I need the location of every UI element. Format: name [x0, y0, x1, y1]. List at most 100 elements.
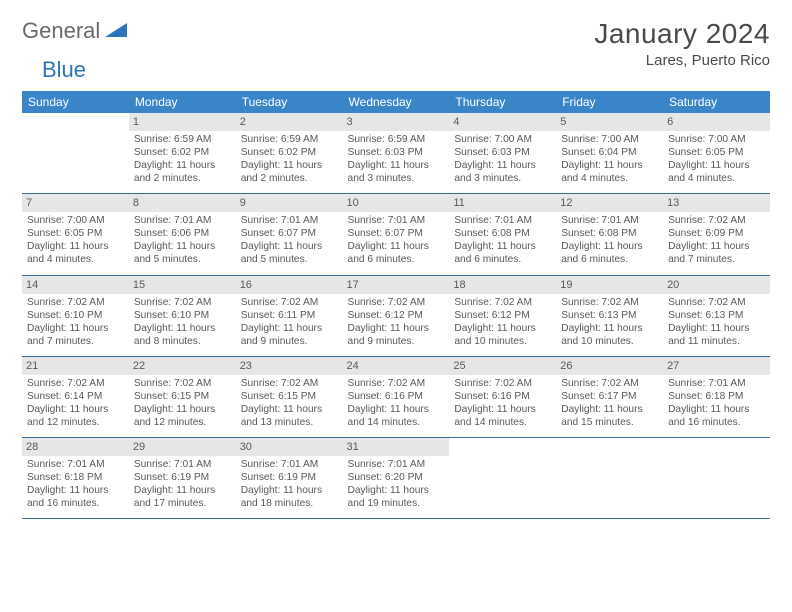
day-number: 6 — [663, 113, 770, 131]
sunrise-text: Sunrise: 7:02 AM — [668, 214, 765, 227]
day-cell: 12Sunrise: 7:01 AMSunset: 6:08 PMDayligh… — [556, 194, 663, 275]
daylight-text: and 12 minutes. — [27, 416, 124, 429]
daylight-text: and 14 minutes. — [454, 416, 551, 429]
sunset-text: Sunset: 6:13 PM — [561, 309, 658, 322]
day-number: 17 — [343, 276, 450, 294]
sunset-text: Sunset: 6:12 PM — [454, 309, 551, 322]
sunset-text: Sunset: 6:07 PM — [241, 227, 338, 240]
daylight-text: Daylight: 11 hours — [134, 322, 231, 335]
day-cell: 24Sunrise: 7:02 AMSunset: 6:16 PMDayligh… — [343, 356, 450, 437]
sunrise-text: Sunrise: 7:01 AM — [348, 214, 445, 227]
sunset-text: Sunset: 6:16 PM — [348, 390, 445, 403]
day-number: 30 — [236, 438, 343, 456]
sunset-text: Sunset: 6:02 PM — [134, 146, 231, 159]
day-cell: 11Sunrise: 7:01 AMSunset: 6:08 PMDayligh… — [449, 194, 556, 275]
daylight-text: Daylight: 11 hours — [561, 403, 658, 416]
daylight-text: and 16 minutes. — [668, 416, 765, 429]
sunrise-text: Sunrise: 7:01 AM — [241, 214, 338, 227]
daylight-text: Daylight: 11 hours — [348, 403, 445, 416]
sunrise-text: Sunrise: 7:00 AM — [27, 214, 124, 227]
sunrise-text: Sunrise: 7:01 AM — [241, 458, 338, 471]
day-number: 5 — [556, 113, 663, 131]
daylight-text: Daylight: 11 hours — [134, 403, 231, 416]
daylight-text: Daylight: 11 hours — [561, 240, 658, 253]
day-number: 25 — [449, 357, 556, 375]
sunrise-text: Sunrise: 7:01 AM — [561, 214, 658, 227]
daylight-text: and 8 minutes. — [134, 335, 231, 348]
daylight-text: and 4 minutes. — [27, 253, 124, 266]
day-number: 22 — [129, 357, 236, 375]
day-number: 16 — [236, 276, 343, 294]
sunset-text: Sunset: 6:05 PM — [27, 227, 124, 240]
dayhdr-fri: Friday — [556, 91, 663, 113]
sunrise-text: Sunrise: 7:00 AM — [561, 133, 658, 146]
sunset-text: Sunset: 6:11 PM — [241, 309, 338, 322]
daylight-text: and 3 minutes. — [348, 172, 445, 185]
month-title: January 2024 — [594, 18, 770, 50]
day-cell: 4Sunrise: 7:00 AMSunset: 6:03 PMDaylight… — [449, 113, 556, 194]
logo-triangle-icon — [105, 21, 127, 42]
daylight-text: Daylight: 11 hours — [348, 159, 445, 172]
daylight-text: and 11 minutes. — [668, 335, 765, 348]
daylight-text: and 5 minutes. — [241, 253, 338, 266]
sunrise-text: Sunrise: 7:01 AM — [27, 458, 124, 471]
sunrise-text: Sunrise: 7:01 AM — [454, 214, 551, 227]
daylight-text: and 19 minutes. — [348, 497, 445, 510]
sunrise-text: Sunrise: 6:59 AM — [348, 133, 445, 146]
daylight-text: and 9 minutes. — [241, 335, 338, 348]
daylight-text: and 6 minutes. — [454, 253, 551, 266]
sunset-text: Sunset: 6:03 PM — [348, 146, 445, 159]
day-cell: 9Sunrise: 7:01 AMSunset: 6:07 PMDaylight… — [236, 194, 343, 275]
sunrise-text: Sunrise: 7:02 AM — [454, 296, 551, 309]
day-number: 26 — [556, 357, 663, 375]
sunrise-text: Sunrise: 7:01 AM — [668, 377, 765, 390]
daylight-text: and 5 minutes. — [134, 253, 231, 266]
dayhdr-tue: Tuesday — [236, 91, 343, 113]
daylight-text: and 12 minutes. — [134, 416, 231, 429]
sunrise-text: Sunrise: 7:02 AM — [241, 377, 338, 390]
daylight-text: Daylight: 11 hours — [27, 403, 124, 416]
daylight-text: and 2 minutes. — [241, 172, 338, 185]
daylight-text: and 6 minutes. — [348, 253, 445, 266]
sunset-text: Sunset: 6:06 PM — [134, 227, 231, 240]
week-row: 1Sunrise: 6:59 AMSunset: 6:02 PMDaylight… — [22, 113, 770, 194]
day-number: 23 — [236, 357, 343, 375]
day-number: 3 — [343, 113, 450, 131]
sunset-text: Sunset: 6:10 PM — [134, 309, 231, 322]
day-number: 11 — [449, 194, 556, 212]
day-cell: 17Sunrise: 7:02 AMSunset: 6:12 PMDayligh… — [343, 275, 450, 356]
sunset-text: Sunset: 6:17 PM — [561, 390, 658, 403]
sunset-text: Sunset: 6:04 PM — [561, 146, 658, 159]
daylight-text: and 4 minutes. — [561, 172, 658, 185]
daylight-text: and 18 minutes. — [241, 497, 338, 510]
day-number: 14 — [22, 276, 129, 294]
day-cell: 15Sunrise: 7:02 AMSunset: 6:10 PMDayligh… — [129, 275, 236, 356]
day-number: 18 — [449, 276, 556, 294]
day-cell: 10Sunrise: 7:01 AMSunset: 6:07 PMDayligh… — [343, 194, 450, 275]
sunrise-text: Sunrise: 7:02 AM — [561, 296, 658, 309]
day-number: 20 — [663, 276, 770, 294]
sunset-text: Sunset: 6:16 PM — [454, 390, 551, 403]
day-cell: 21Sunrise: 7:02 AMSunset: 6:14 PMDayligh… — [22, 356, 129, 437]
day-cell: 19Sunrise: 7:02 AMSunset: 6:13 PMDayligh… — [556, 275, 663, 356]
day-cell: 14Sunrise: 7:02 AMSunset: 6:10 PMDayligh… — [22, 275, 129, 356]
sunset-text: Sunset: 6:10 PM — [27, 309, 124, 322]
day-cell — [449, 438, 556, 519]
day-cell: 8Sunrise: 7:01 AMSunset: 6:06 PMDaylight… — [129, 194, 236, 275]
daylight-text: Daylight: 11 hours — [668, 322, 765, 335]
day-number: 2 — [236, 113, 343, 131]
day-cell: 20Sunrise: 7:02 AMSunset: 6:13 PMDayligh… — [663, 275, 770, 356]
calendar-table: Sunday Monday Tuesday Wednesday Thursday… — [22, 91, 770, 519]
daylight-text: and 6 minutes. — [561, 253, 658, 266]
sunrise-text: Sunrise: 6:59 AM — [134, 133, 231, 146]
dayhdr-wed: Wednesday — [343, 91, 450, 113]
daylight-text: and 10 minutes. — [561, 335, 658, 348]
day-number: 4 — [449, 113, 556, 131]
sunset-text: Sunset: 6:19 PM — [134, 471, 231, 484]
sunset-text: Sunset: 6:08 PM — [561, 227, 658, 240]
day-cell: 5Sunrise: 7:00 AMSunset: 6:04 PMDaylight… — [556, 113, 663, 194]
day-cell: 1Sunrise: 6:59 AMSunset: 6:02 PMDaylight… — [129, 113, 236, 194]
daylight-text: Daylight: 11 hours — [561, 322, 658, 335]
daylight-text: and 7 minutes. — [27, 335, 124, 348]
day-cell: 3 Sunrise: 6:59 AMSunset: 6:03 PMDaylight… — [343, 113, 450, 194]
